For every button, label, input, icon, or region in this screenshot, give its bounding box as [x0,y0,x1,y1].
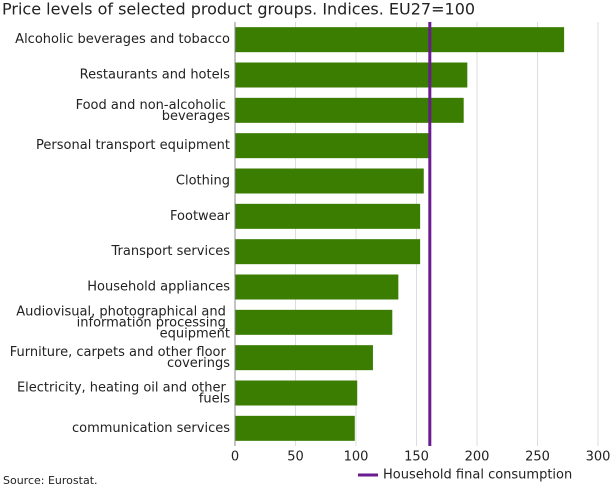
y-tick-label: Food and non-alcoholic beverages [76,97,231,123]
y-tick-label: Furniture, carpets and other floor cover… [10,345,231,371]
x-tick-label: 300 [586,450,610,465]
y-tick-label: Audiovisual, photographical and informat… [16,304,230,341]
bar [235,274,399,300]
bar [235,168,424,194]
x-tick-label: 250 [525,450,550,465]
bar [235,27,565,53]
y-tick-label: Transport services [111,244,231,259]
x-tick-label: 0 [231,450,239,465]
y-tick-label: Household appliances [87,280,230,295]
y-tick-label: Personal transport equipment [36,138,230,153]
bar [235,133,429,159]
x-tick-label: 50 [287,450,304,465]
x-tick-label: 200 [465,450,490,465]
bar [235,62,468,88]
bar [235,97,464,123]
x-tick-label: 100 [344,450,369,465]
y-tick-label: Footwear [170,209,231,224]
y-tick-label: Restaurants and hotels [80,68,231,83]
chart-title: Price levels of selected product groups.… [2,0,475,19]
bar [235,239,421,265]
legend-label: Household final consumption [383,468,572,483]
y-tick-label: Electricity, heating oil and other fuels [17,380,230,406]
y-tick-label: Alcoholic beverages and tobacco [15,32,230,47]
bar [235,345,373,371]
bar [235,415,355,441]
source: Source: Eurostat. [3,474,98,487]
bar [235,203,421,229]
y-tick-label: Clothing [176,174,230,189]
bar [235,380,358,406]
bar [235,309,393,335]
y-tick-label: communication services [72,421,230,436]
x-tick-label: 150 [404,450,429,465]
